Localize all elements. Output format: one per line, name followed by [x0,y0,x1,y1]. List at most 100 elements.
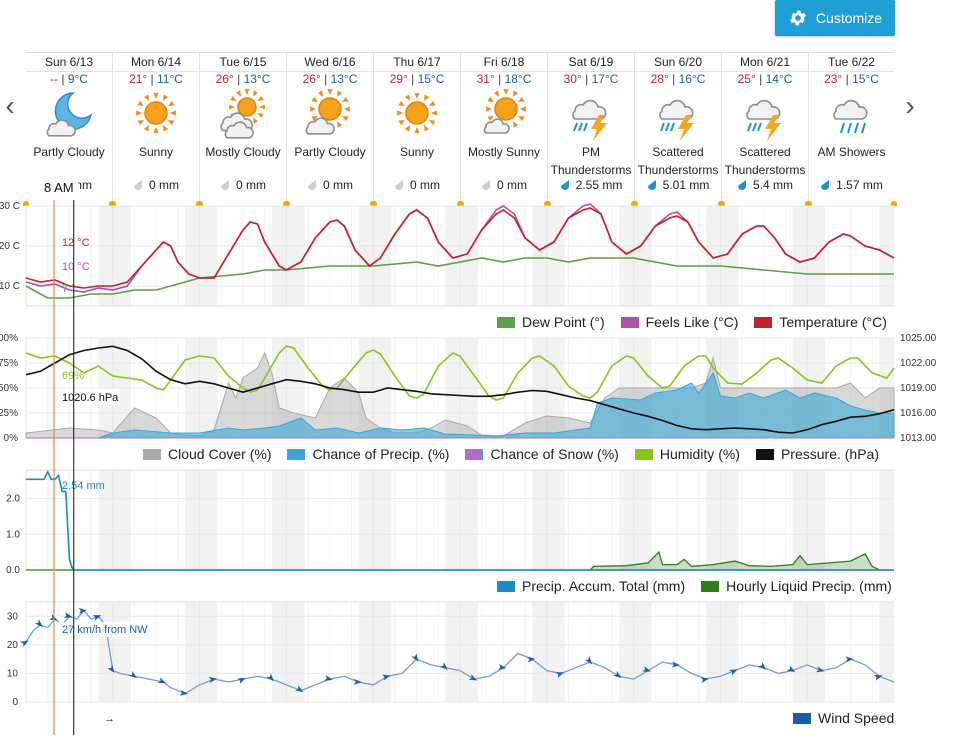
raindrop-icon [821,179,830,190]
legend-chance-precip[interactable]: Chance of Precip. (%) [287,446,449,462]
day-column[interactable]: Tue 6/15 26° | 13°C Mostly Cloudy 0 mm [197,53,289,206]
temp-tooltip-feels-like: 10 °C [62,261,90,273]
day-low: 18°C [504,72,532,86]
legend-wind-speed[interactable]: Wind Speed [793,710,894,726]
raindrop-icon [134,179,142,190]
legend-dew-point[interactable]: Dew Point (°) [497,314,605,330]
sunny-icon [136,93,176,133]
day-date: Mon 6/14 [113,53,199,72]
chevron-right-icon[interactable]: › [905,90,915,121]
legend-pressure[interactable]: Pressure. (hPa) [755,446,879,462]
legend-chance-snow[interactable]: Chance of Snow (%) [465,446,619,462]
wind-direction-arrow [845,656,854,663]
day-date: Mon 6/21 [722,53,808,72]
day-column[interactable]: Sat 6/19 30° | 17°C PM Thunderstorms 2.5… [545,53,637,206]
cloud-y-tick: 50% [0,383,18,394]
day-precip-value: 0 mm [410,178,440,192]
day-date: Fri 6/18 [461,53,547,72]
wind-direction-arrow [208,677,218,683]
wind-direction-arrow [613,670,622,679]
night-band [879,470,894,570]
day-precip-value: 0 mm [236,178,266,192]
day-high: 25° [737,72,756,86]
temp-y-tick: 10 C [0,281,20,292]
precip-legend: Precip. Accum. Total (mm) Hourly Liquid … [497,578,892,594]
night-partly-cloudy-icon [46,92,93,137]
night-band [619,206,652,306]
night-band [185,206,218,306]
raindrop-icon [482,179,490,190]
day-condition: Mostly Sunny [467,145,541,159]
day-condition: Partly Cloudy [33,145,105,159]
pressure-y-tick: 1016.00 [900,408,937,419]
daily-forecast-strip: Sun 6/13 -- | 9°C Partly Cloudy 0 mm Mon… [23,52,897,206]
day-condition: AM Showers [817,145,886,159]
night-band [792,470,826,570]
temp-series-2 [25,207,895,289]
day-high: -- [50,72,59,86]
night-band [879,602,894,702]
cursor-arrow: → [104,713,115,725]
pressure-y-tick: 1025.00 [900,333,937,344]
night-band [98,602,131,702]
customize-button[interactable]: Customize [775,0,895,36]
day-column[interactable]: Mon 6/21 25° | 14°C Scattered Thundersto… [719,53,811,206]
cloud-series-1 [26,371,895,439]
day-precip-value: 2.55 mm [575,178,623,192]
wind-direction-arrow [78,607,87,614]
day-column[interactable]: Wed 6/16 26° | 13°C Partly Cloudy 0 mm [284,53,376,206]
day-column[interactable]: Sun 6/20 28° | 16°C Scattered Thundersto… [632,53,724,206]
day-column[interactable]: Mon 6/14 21° | 11°C Sunny 0 mm [110,53,202,206]
day-column[interactable]: Thu 6/17 29° | 15°C Sunny 0 mm [371,53,463,206]
day-condition: Scattered Thunderstorms [724,145,806,177]
wind-direction-arrow [873,674,883,681]
night-band [532,470,565,570]
cloud-humidity-legend: Cloud Cover (%) Chance of Precip. (%) Ch… [143,446,879,462]
day-column[interactable]: Fri 6/18 31° | 18°C Mostly Sunny 0 mm [458,53,550,206]
night-band [792,206,826,306]
day-low: 13°C [243,72,271,86]
wind-direction-arrow [555,672,565,679]
temperature-legend: Dew Point (°) Feels Like (°C) Temperatur… [497,314,887,330]
day-precip-value: 5.01 mm [662,178,710,192]
night-band [271,206,305,306]
day-column[interactable]: Tue 6/22 23° | 15°C AM Showers 1.57 mm [806,53,897,206]
wind-direction-arrow [92,615,102,621]
wind-direction-arrow [439,662,448,670]
chevron-left-icon[interactable]: ‹ [5,90,15,121]
legend-feels-like[interactable]: Feels Like (°C) [620,314,738,330]
night-band [358,206,392,306]
legend-humidity[interactable]: Humidity (%) [634,446,740,462]
pressure-y-tick: 1022.00 [900,358,937,369]
raindrop-icon [560,179,569,190]
day-date: Sat 6/19 [548,53,634,72]
wind-direction-arrow [497,663,507,670]
legend-precip-accum[interactable]: Precip. Accum. Total (mm) [497,578,685,594]
wind-direction-arrow [237,677,246,685]
day-temps: 28° | 16°C [650,72,706,86]
day-low: 15°C [417,72,445,86]
day-precip-value: 0 mm [323,178,353,192]
day-precip-value: 0 mm [149,178,179,192]
thunderstorm-icon [746,99,781,141]
wind-y-tick: 20 [7,640,19,651]
legend-cloud-cover[interactable]: Cloud Cover (%) [143,446,271,462]
wind-direction-arrow [295,685,304,693]
day-low: 14°C [765,72,793,86]
wind-direction-arrow [34,619,43,627]
day-high: 26° [215,72,234,86]
day-condition: Partly Cloudy [294,145,366,159]
day-precip: 0 mm [200,178,286,192]
night-band [98,470,131,570]
night-band [619,470,652,570]
day-condition: PM Thunderstorms [550,145,632,177]
legend-hourly-precip[interactable]: Hourly Liquid Precip. (mm) [701,578,892,594]
legend-temperature[interactable]: Temperature (°C) [754,314,887,330]
wind-direction-arrow [816,666,825,673]
day-icon [548,87,634,143]
wind-direction-arrow [700,677,709,684]
day-icon [200,87,286,143]
wind-direction-arrow [671,661,680,668]
night-band [271,602,305,702]
day-low: 17°C [591,72,619,86]
